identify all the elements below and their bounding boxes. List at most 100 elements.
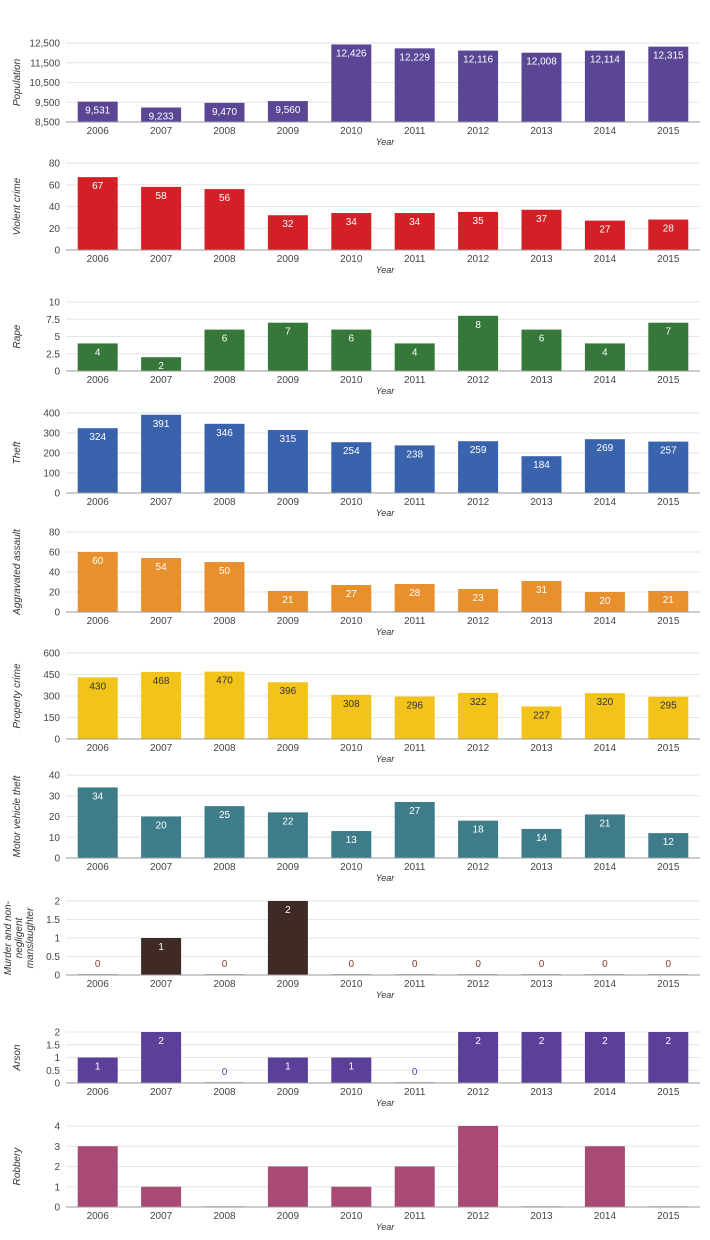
bar bbox=[648, 441, 689, 493]
bar bbox=[458, 211, 499, 250]
x-tick-label: 2011 bbox=[404, 497, 426, 508]
y-axis-label: Rape bbox=[12, 324, 23, 348]
bar bbox=[458, 692, 499, 739]
x-axis-label: Year bbox=[376, 754, 396, 764]
data-label: 324 bbox=[89, 432, 106, 443]
y-tick-label: 0 bbox=[54, 1079, 60, 1090]
bar bbox=[458, 1126, 499, 1207]
data-label: 322 bbox=[470, 697, 487, 708]
x-axis-label: Year bbox=[376, 990, 396, 1000]
data-label: 295 bbox=[660, 701, 677, 712]
x-tick-label: 2015 bbox=[657, 375, 680, 386]
x-tick-label: 2012 bbox=[467, 375, 490, 386]
x-tick-label: 2006 bbox=[87, 1211, 110, 1222]
x-tick-label: 2011 bbox=[404, 126, 426, 137]
y-axis-label-line: Arson bbox=[12, 1044, 23, 1072]
bar bbox=[141, 107, 182, 122]
y-axis-label: Murder and non-negligentmanslaughter bbox=[3, 900, 36, 975]
x-tick-label: 2006 bbox=[87, 375, 110, 386]
y-tick-label: 0 bbox=[54, 367, 60, 378]
x-tick-label: 2008 bbox=[213, 979, 236, 990]
data-label: 18 bbox=[473, 825, 485, 836]
bar bbox=[267, 322, 308, 371]
data-label: 0 bbox=[412, 959, 418, 970]
x-tick-label: 2012 bbox=[467, 743, 490, 754]
bar bbox=[648, 46, 689, 123]
y-axis-label: Motor vehicle theft bbox=[12, 774, 23, 857]
x-tick-label: 2012 bbox=[467, 1087, 490, 1098]
x-tick-label: 2010 bbox=[340, 375, 363, 386]
data-label: 6 bbox=[349, 334, 355, 345]
bar bbox=[458, 50, 499, 122]
bar bbox=[267, 682, 308, 739]
bar bbox=[141, 558, 182, 612]
y-axis-label-line: Population bbox=[12, 58, 23, 106]
bar bbox=[458, 1032, 499, 1083]
bar bbox=[204, 562, 245, 612]
x-axis-label: Year bbox=[376, 873, 396, 883]
bar bbox=[331, 329, 372, 371]
data-label: 54 bbox=[156, 562, 168, 573]
x-tick-label: 2008 bbox=[213, 616, 236, 627]
data-label: 0 bbox=[539, 959, 545, 970]
bar bbox=[394, 213, 435, 250]
data-label: 2 bbox=[666, 1036, 672, 1047]
x-tick-label: 2014 bbox=[594, 254, 617, 265]
x-axis-label: Year bbox=[376, 265, 396, 275]
bar bbox=[77, 428, 118, 493]
bar bbox=[648, 833, 689, 858]
x-tick-label: 2007 bbox=[150, 1087, 173, 1098]
y-tick-label: 3 bbox=[54, 1142, 60, 1153]
x-tick-label: 2009 bbox=[277, 1211, 300, 1222]
data-label: 21 bbox=[282, 595, 294, 606]
x-tick-label: 2006 bbox=[87, 254, 110, 265]
x-tick-label: 2006 bbox=[87, 979, 110, 990]
x-tick-label: 2010 bbox=[340, 1087, 363, 1098]
y-tick-label: 0 bbox=[54, 246, 60, 257]
x-tick-label: 2013 bbox=[530, 126, 553, 137]
bar-chart-murder-and-non-negligent-manslaughter: 0 0.5 1 1.5 2 Murder and non-negligentmanslau… bbox=[3, 897, 700, 1000]
x-tick-label: 2014 bbox=[594, 616, 617, 627]
y-axis-label: Population bbox=[12, 58, 23, 106]
data-label: 13 bbox=[346, 835, 358, 846]
data-label: 2 bbox=[475, 1036, 481, 1047]
x-tick-label: 2010 bbox=[340, 497, 363, 508]
y-tick-label: 0 bbox=[54, 489, 60, 500]
bar bbox=[584, 1146, 625, 1207]
x-axis-label: Year bbox=[376, 627, 396, 637]
data-label: 22 bbox=[282, 816, 294, 827]
x-tick-label: 2013 bbox=[530, 616, 553, 627]
data-label: 12,116 bbox=[463, 55, 493, 66]
y-tick-label: 300 bbox=[43, 429, 60, 440]
bar bbox=[521, 706, 562, 739]
x-tick-label: 2009 bbox=[277, 616, 300, 627]
y-tick-label: 450 bbox=[43, 670, 60, 681]
data-label: 184 bbox=[533, 460, 550, 471]
bar bbox=[331, 694, 372, 739]
bar bbox=[141, 357, 182, 371]
x-tick-label: 2009 bbox=[277, 497, 300, 508]
x-tick-label: 2012 bbox=[467, 254, 490, 265]
data-label: 2 bbox=[285, 905, 291, 916]
data-label: 315 bbox=[280, 434, 297, 445]
bar bbox=[204, 671, 245, 739]
y-axis-label-line: Rape bbox=[12, 324, 23, 348]
x-tick-label: 2009 bbox=[277, 254, 300, 265]
x-tick-label: 2006 bbox=[87, 1087, 110, 1098]
bar bbox=[458, 820, 499, 858]
bar bbox=[77, 552, 118, 612]
bar bbox=[204, 102, 245, 122]
bar-chart-theft: 0 100 200 300 400 Theft 324 2006 391 2007 346 2008 3… bbox=[12, 409, 700, 518]
x-tick-label: 2015 bbox=[657, 1087, 680, 1098]
x-tick-label: 2008 bbox=[213, 126, 236, 137]
bar bbox=[77, 787, 118, 858]
bar-chart-violent-crime: 0 20 40 60 80 Violent crime 67 2006 58 2007 56 2008… bbox=[12, 159, 700, 275]
x-tick-label: 2014 bbox=[594, 497, 617, 508]
bar bbox=[584, 1032, 625, 1083]
x-tick-label: 2010 bbox=[340, 126, 363, 137]
y-tick-label: 80 bbox=[49, 159, 61, 170]
y-tick-label: 200 bbox=[43, 449, 60, 460]
x-tick-label: 2010 bbox=[340, 862, 363, 873]
data-label: 296 bbox=[406, 701, 423, 712]
y-tick-label: 2 bbox=[54, 897, 60, 908]
